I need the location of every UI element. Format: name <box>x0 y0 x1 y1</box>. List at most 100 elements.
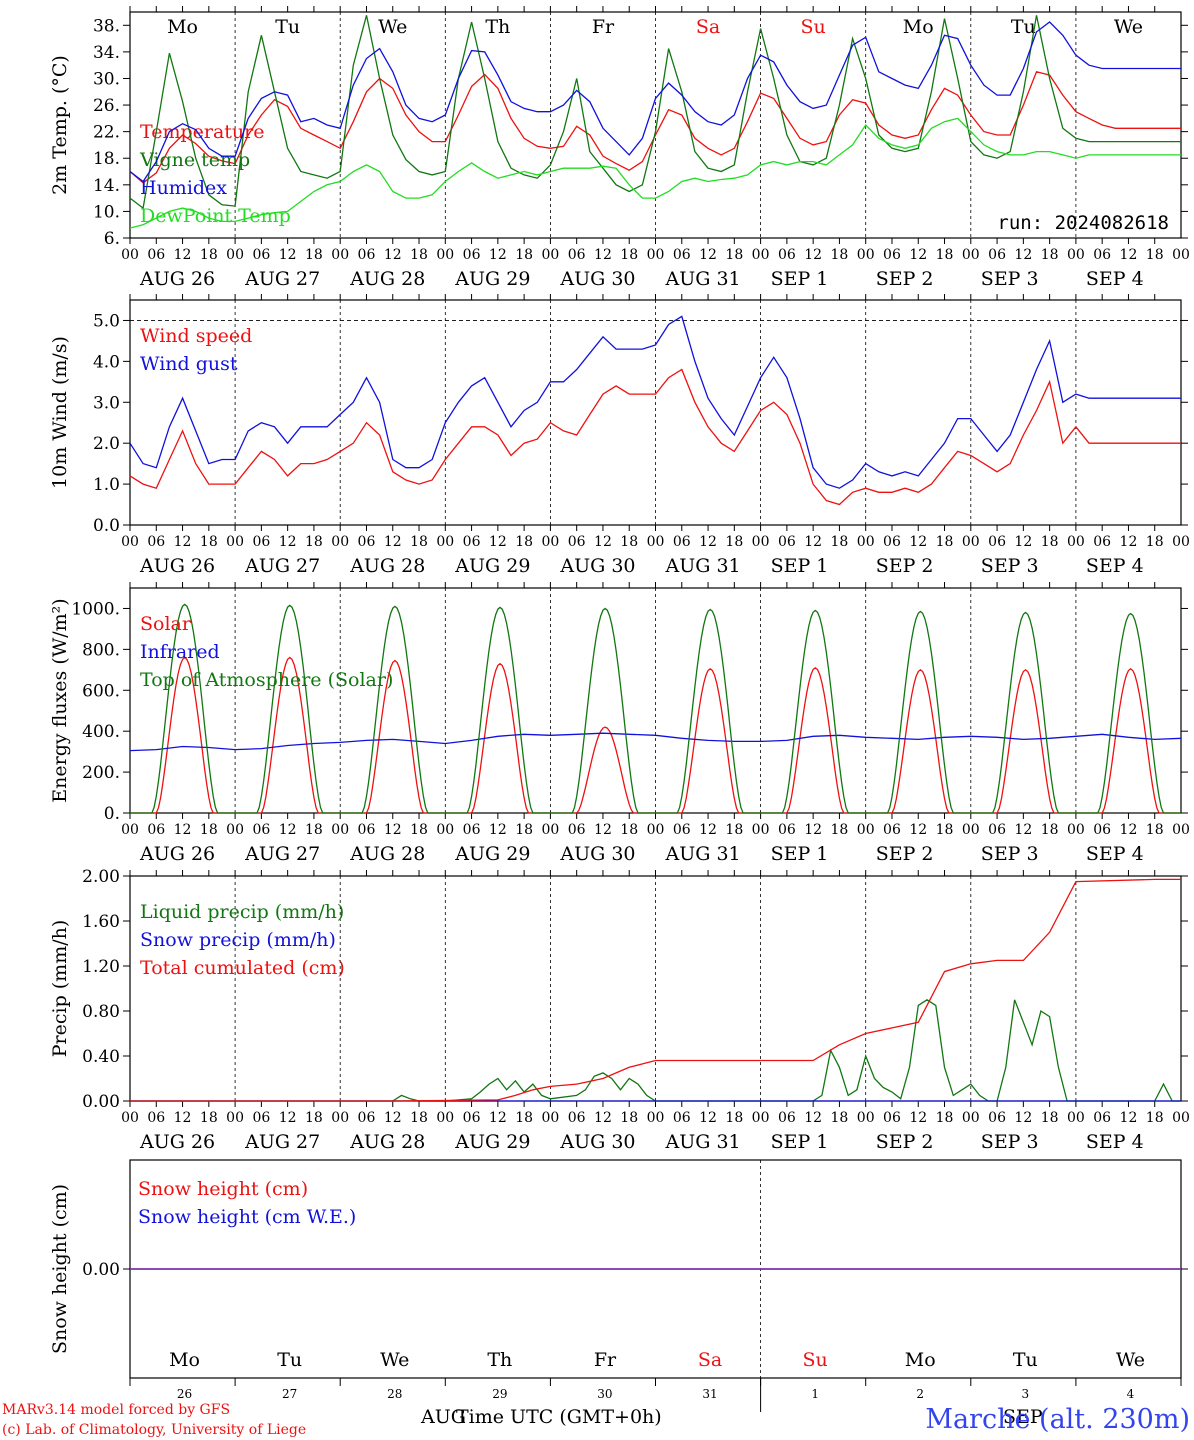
x-hour-label: 12 <box>804 247 822 263</box>
x-hour-label: 12 <box>174 822 192 838</box>
x-hour-label: 06 <box>778 247 796 263</box>
legend-entry: Snow height (cm) <box>138 1178 308 1200</box>
x-hour-label: 06 <box>988 822 1006 838</box>
x-hour-label: 12 <box>1120 534 1138 550</box>
x-date-label: AUG 28 <box>349 843 425 865</box>
x-date-label: SEP 4 <box>1086 555 1144 577</box>
bottom-weekday-label: Tu <box>277 1349 302 1371</box>
x-hour-label: 06 <box>568 1110 586 1126</box>
x-hour-label: 12 <box>174 1110 192 1126</box>
x-hour-label: 12 <box>279 1110 297 1126</box>
x-hour-label: 06 <box>568 534 586 550</box>
y-tick-label: 0.40 <box>82 1047 120 1067</box>
legend-entry: Wind gust <box>140 353 238 375</box>
legend-entry: Top of Atmosphere (Solar) <box>140 669 393 691</box>
x-hour-label: 18 <box>305 247 323 263</box>
x-date-label: AUG 27 <box>244 843 320 865</box>
x-hour-label: 12 <box>804 534 822 550</box>
x-hour-label: 12 <box>1014 247 1032 263</box>
x-hour-label: 00 <box>436 822 454 838</box>
bottom-day-number: 1 <box>811 1387 819 1401</box>
weekday-label: Th <box>485 16 510 38</box>
x-hour-label: 12 <box>489 534 507 550</box>
x-hour-label: 06 <box>988 247 1006 263</box>
x-hour-label: 00 <box>647 822 665 838</box>
x-hour-label: 06 <box>568 822 586 838</box>
x-date-label: AUG 29 <box>454 268 530 290</box>
weekday-label: Sa <box>696 16 720 38</box>
x-hour-label: 18 <box>410 247 428 263</box>
x-hour-label: 06 <box>358 1110 376 1126</box>
y-tick-label: 1.60 <box>82 912 120 932</box>
x-hour-label: 18 <box>1146 534 1164 550</box>
x-date-label: SEP 3 <box>981 1131 1039 1153</box>
x-date-label: AUG 30 <box>559 1131 635 1153</box>
x-hour-label: 18 <box>1041 1110 1059 1126</box>
x-hour-label: 06 <box>673 1110 691 1126</box>
y-tick-label: 1000. <box>71 599 120 619</box>
x-hour-label: 18 <box>515 822 533 838</box>
month-label: AUG <box>420 1406 466 1428</box>
x-date-label: SEP 4 <box>1086 268 1144 290</box>
bottom-weekday-label: Th <box>487 1349 512 1371</box>
x-hour-label: 00 <box>541 822 559 838</box>
x-hour-label: 18 <box>1041 534 1059 550</box>
x-hour-label: 12 <box>804 1110 822 1126</box>
bottom-day-number: 27 <box>282 1387 297 1401</box>
weekday-label: Tu <box>1011 16 1036 38</box>
x-date-label: AUG 27 <box>244 1131 320 1153</box>
x-hour-label: 18 <box>410 534 428 550</box>
x-hour-label: 12 <box>804 822 822 838</box>
x-date-label: AUG 26 <box>139 843 215 865</box>
legend-entry: Solar <box>140 613 192 635</box>
x-date-label: AUG 31 <box>665 1131 741 1153</box>
x-hour-label: 18 <box>515 534 533 550</box>
x-hour-label: 06 <box>463 247 481 263</box>
x-date-label: AUG 29 <box>454 555 530 577</box>
legend-entry: Wind speed <box>140 325 252 347</box>
x-hour-label: 06 <box>147 534 165 550</box>
legend-entry: Liquid precip (mm/h) <box>140 901 344 923</box>
x-hour-label: 12 <box>594 247 612 263</box>
x-hour-label: 06 <box>1093 247 1111 263</box>
x-hour-label: 06 <box>147 247 165 263</box>
bottom-day-number: 29 <box>492 1387 507 1401</box>
x-hour-label: 00 <box>1172 1110 1190 1126</box>
x-hour-label: 18 <box>410 1110 428 1126</box>
x-hour-label: 00 <box>226 1110 244 1126</box>
x-hour-label: 00 <box>857 822 875 838</box>
y-tick-label: 3.0 <box>93 393 120 413</box>
x-hour-label: 00 <box>436 534 454 550</box>
x-hour-label: 00 <box>1067 534 1085 550</box>
x-hour-label: 00 <box>331 1110 349 1126</box>
bottom-day-number: 2 <box>916 1387 924 1401</box>
series-line-dewpoint-temp <box>129 117 1181 229</box>
x-date-label: SEP 1 <box>771 1131 829 1153</box>
bottom-weekday-label: Sa <box>698 1349 722 1371</box>
x-date-label: SEP 3 <box>981 843 1039 865</box>
x-hour-label: 00 <box>857 534 875 550</box>
y-tick-label: 4.0 <box>93 352 120 372</box>
legend-entry: Snow precip (mm/h) <box>140 929 336 951</box>
x-hour-label: 06 <box>252 534 270 550</box>
x-hour-label: 00 <box>1067 1110 1085 1126</box>
footer-credit: MARv3.14 model forced by GFS <box>2 1402 230 1418</box>
weekday-label: Fr <box>592 16 615 38</box>
x-hour-label: 12 <box>594 534 612 550</box>
x-hour-label: 12 <box>384 1110 402 1126</box>
bottom-day-number: 31 <box>702 1387 717 1401</box>
x-hour-label: 00 <box>121 534 139 550</box>
x-hour-label: 00 <box>647 1110 665 1126</box>
x-date-label: SEP 4 <box>1086 843 1144 865</box>
y-axis-label: 10m Wind (m/s) <box>49 336 71 489</box>
x-date-label: SEP 3 <box>981 268 1039 290</box>
x-hour-label: 00 <box>1067 822 1085 838</box>
x-hour-label: 18 <box>725 1110 743 1126</box>
x-hour-label: 00 <box>752 247 770 263</box>
x-hour-label: 06 <box>673 822 691 838</box>
x-hour-label: 18 <box>305 534 323 550</box>
legend-entry: Total cumulated (cm) <box>140 957 345 979</box>
y-tick-label: 14. <box>93 176 120 196</box>
location-title: Marche (alt. 230m) <box>925 1404 1190 1435</box>
x-hour-label: 06 <box>883 534 901 550</box>
